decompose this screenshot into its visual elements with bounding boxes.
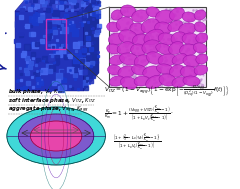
Ellipse shape — [180, 66, 198, 78]
Ellipse shape — [30, 121, 82, 151]
Ellipse shape — [169, 65, 185, 77]
Ellipse shape — [134, 55, 149, 67]
Ellipse shape — [156, 10, 174, 24]
Ellipse shape — [159, 74, 176, 86]
Ellipse shape — [132, 34, 150, 46]
Polygon shape — [15, 11, 84, 91]
Polygon shape — [84, 0, 99, 91]
Ellipse shape — [156, 43, 172, 54]
Text: bulk phase, $V_c$, $K_{em}$: bulk phase, $V_c$, $K_{em}$ — [8, 87, 65, 96]
Ellipse shape — [109, 55, 125, 65]
Ellipse shape — [141, 19, 160, 33]
Ellipse shape — [155, 22, 172, 34]
Ellipse shape — [182, 33, 199, 45]
Ellipse shape — [180, 44, 197, 56]
Ellipse shape — [179, 23, 196, 35]
Ellipse shape — [143, 66, 162, 78]
Ellipse shape — [172, 53, 187, 64]
Text: aggregate phase, $V_{agg}$, $K_{agg}$: aggregate phase, $V_{agg}$, $K_{agg}$ — [8, 105, 89, 115]
Ellipse shape — [172, 77, 187, 87]
Ellipse shape — [194, 22, 206, 32]
Text: $V_{ITZ}=(1-V_{agg})\left\{1-\exp\left[-\frac{6V_{agg}}{\langle D_{eq}^2\rangle(: $V_{ITZ}=(1-V_{agg})\left\{1-\exp\left[-… — [104, 84, 230, 100]
Text: soft interface phase, $V_{ITZ}$, $K_{ITZ}$: soft interface phase, $V_{ITZ}$, $K_{ITZ… — [8, 96, 96, 105]
Ellipse shape — [108, 33, 124, 45]
Ellipse shape — [146, 52, 163, 64]
Ellipse shape — [169, 8, 184, 20]
Ellipse shape — [132, 10, 149, 22]
Ellipse shape — [7, 107, 105, 165]
Ellipse shape — [156, 64, 174, 74]
Ellipse shape — [111, 10, 123, 20]
Ellipse shape — [109, 76, 125, 86]
Ellipse shape — [146, 75, 164, 89]
Ellipse shape — [146, 7, 160, 17]
Ellipse shape — [193, 43, 207, 53]
Ellipse shape — [107, 44, 120, 54]
Ellipse shape — [130, 23, 145, 35]
Polygon shape — [15, 0, 99, 11]
Ellipse shape — [134, 76, 150, 86]
Ellipse shape — [194, 65, 208, 75]
Ellipse shape — [194, 10, 206, 20]
Ellipse shape — [18, 114, 94, 158]
Ellipse shape — [158, 54, 177, 66]
Ellipse shape — [158, 33, 175, 45]
Ellipse shape — [196, 33, 208, 43]
Ellipse shape — [108, 65, 121, 75]
Ellipse shape — [120, 53, 138, 65]
Ellipse shape — [117, 42, 134, 54]
Text: $\frac{K_e}{K_m}=1+\frac{(V_{agg}+V_{ITZ})\left(\frac{K_{eff}}{K_m}-1\right)}{\l: $\frac{K_e}{K_m}=1+\frac{(V_{agg}+V_{ITZ… — [104, 105, 174, 125]
Ellipse shape — [120, 77, 138, 89]
Ellipse shape — [171, 32, 186, 44]
Ellipse shape — [144, 29, 164, 45]
Ellipse shape — [182, 12, 196, 22]
Ellipse shape — [132, 65, 147, 75]
Bar — [109, 7, 206, 87]
Ellipse shape — [116, 17, 133, 31]
Ellipse shape — [183, 76, 200, 86]
Bar — [46, 19, 66, 49]
Ellipse shape — [169, 42, 184, 54]
Ellipse shape — [131, 44, 146, 56]
Ellipse shape — [196, 54, 208, 64]
Ellipse shape — [119, 30, 138, 44]
Ellipse shape — [142, 40, 161, 54]
Text: $\frac{\left[1+\left(\frac{2}{3}-L_x\right)V_c\left(\frac{K_{eff}}{K_m}-1\right): $\frac{\left[1+\left(\frac{2}{3}-L_x\rig… — [113, 133, 161, 153]
Ellipse shape — [183, 55, 200, 67]
Ellipse shape — [120, 5, 136, 17]
Ellipse shape — [107, 22, 120, 32]
Ellipse shape — [118, 66, 135, 78]
Ellipse shape — [168, 20, 183, 32]
